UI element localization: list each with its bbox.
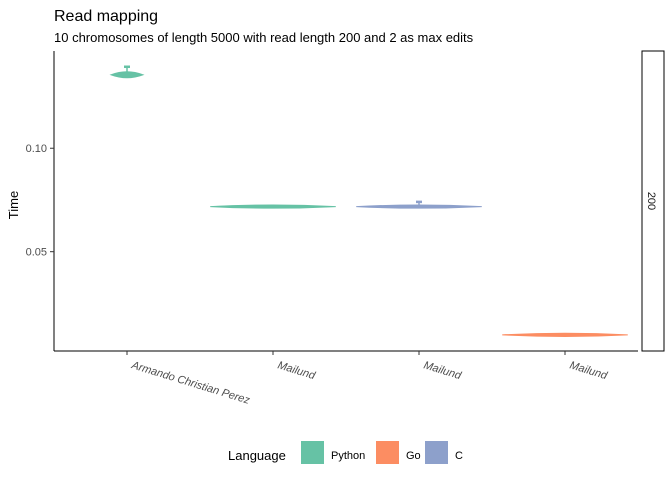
x-tick-label: Mailund	[568, 359, 609, 382]
legend-label: C	[455, 450, 463, 462]
violin-body	[502, 332, 628, 337]
legend-item-c: C	[425, 441, 463, 464]
legend: Language Python Go C	[228, 441, 463, 464]
violin-body	[210, 204, 336, 209]
violin-go	[502, 332, 628, 337]
x-tick-label: Armando Christian Perez	[129, 359, 251, 407]
legend-key	[425, 441, 448, 464]
y-axis-title: Time	[6, 191, 21, 219]
legend-title: Language	[228, 448, 286, 463]
facet-strip: 200	[641, 50, 665, 352]
plot-area: 0.05 0.10 Armando Christian Perez Mailund Ma…	[26, 51, 638, 407]
violin-tip	[416, 200, 422, 204]
x-tick-label: Mailund	[276, 359, 317, 382]
violin-body	[109, 71, 145, 79]
legend-item-go: Go	[376, 441, 421, 464]
legend-key	[376, 441, 399, 464]
violin-python	[109, 65, 145, 79]
violin-tip	[124, 65, 130, 69]
chart-subtitle: 10 chromosomes of length 5000 with read …	[54, 30, 474, 45]
x-tick-label: Mailund	[422, 359, 463, 382]
y-tick-label: 0.10	[26, 143, 47, 155]
facet-strip-label: 200	[645, 192, 657, 210]
violin-body	[356, 204, 482, 209]
legend-key	[301, 441, 324, 464]
legend-item-python: Python	[301, 441, 365, 464]
violin-c	[356, 200, 482, 209]
legend-label: Go	[406, 450, 421, 462]
violin-python	[210, 204, 336, 209]
y-tick-label: 0.05	[26, 247, 47, 259]
legend-label: Python	[331, 450, 365, 462]
chart-title: Read mapping	[54, 8, 158, 25]
